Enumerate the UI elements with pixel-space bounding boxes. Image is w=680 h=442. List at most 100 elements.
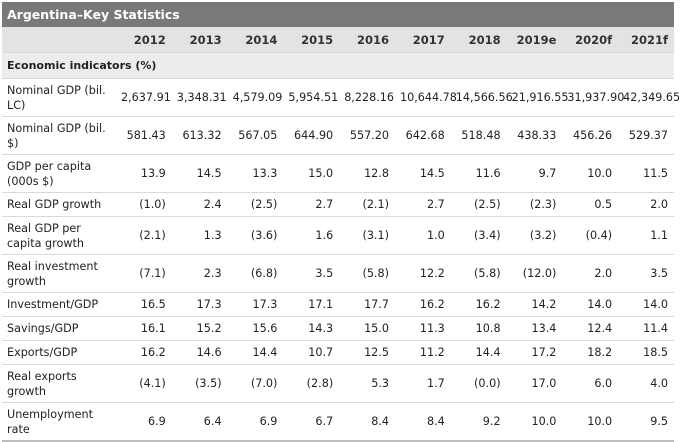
table-cell: 613.32 [171, 116, 228, 155]
table-cell: 16.2 [116, 340, 172, 365]
table-cell: 11.5 [618, 154, 674, 193]
table-cell: 3.5 [283, 254, 340, 293]
year-header-2014: 2014 [227, 27, 284, 53]
table-cell: 2.0 [618, 192, 674, 217]
table-cell: (2.5) [227, 192, 284, 217]
table-cell: (3.4) [450, 216, 507, 255]
table-cell: 42,349.65 [618, 78, 680, 117]
table-cell: 642.68 [394, 116, 451, 155]
row-label: Savings/GDP [2, 316, 116, 341]
table-cell: 11.6 [450, 154, 507, 193]
table-cell: 581.43 [116, 116, 172, 155]
table-cell: 567.05 [227, 116, 284, 155]
table-cell: 15.6 [227, 316, 284, 341]
table-cell: 6.9 [227, 402, 284, 442]
table-cell: 0.5 [562, 192, 619, 217]
year-header-2021f: 2021f [618, 27, 674, 53]
table-cell: 2.3 [171, 254, 228, 293]
table-cell: 10.8 [450, 316, 507, 341]
row-label: GDP per capita (000s $) [2, 154, 116, 193]
row-label: Real exports growth [2, 364, 116, 403]
table-cell: 8,228.16 [339, 78, 395, 117]
table-cell: 4,579.09 [227, 78, 284, 117]
table-cell: 1.7 [394, 364, 451, 403]
table-cell: 1.6 [283, 216, 340, 255]
table-cell: 14.3 [283, 316, 340, 341]
table-cell: (7.1) [116, 254, 172, 293]
table-cell: 16.2 [394, 292, 451, 317]
table-row: Savings/GDP 16.1 15.2 15.6 14.3 15.0 11.3 10.8 1… [2, 316, 674, 341]
table-cell: 6.0 [562, 364, 619, 403]
table-cell: (3.6) [227, 216, 284, 255]
year-header-2016: 2016 [339, 27, 395, 53]
table-cell: 12.5 [339, 340, 395, 365]
table-cell: 16.1 [116, 316, 172, 341]
table-cell: 2.7 [394, 192, 451, 217]
year-header-2013: 2013 [171, 27, 228, 53]
year-header-2019e: 2019e [506, 27, 563, 53]
table-cell: (6.8) [227, 254, 284, 293]
table-cell: (1.0) [116, 192, 172, 217]
table-cell: 2.0 [562, 254, 619, 293]
table-row: Real GDP per capita growth (2.1) 1.3 (3.6) 1… [2, 216, 674, 255]
table-cell: 10.0 [506, 402, 563, 442]
table-cell: 15.0 [339, 316, 395, 341]
table-cell: (3.5) [171, 364, 228, 403]
year-header-2012: 2012 [116, 27, 172, 53]
table-cell: 6.7 [283, 402, 340, 442]
table-cell: (2.3) [506, 192, 563, 217]
table-cell: 11.2 [394, 340, 451, 365]
table-cell: 31,937.90 [562, 78, 624, 117]
table-cell: 14.5 [394, 154, 451, 193]
row-label: Real GDP growth [2, 192, 116, 217]
table-cell: 3.5 [618, 254, 674, 293]
table-cell: 14.5 [171, 154, 228, 193]
table-cell: 1.0 [394, 216, 451, 255]
table-cell: 529.37 [618, 116, 674, 155]
table-row: Exports/GDP 16.2 14.6 14.4 10.7 12.5 11.2 14.4 1… [2, 340, 674, 365]
table-cell: 438.33 [506, 116, 563, 155]
table-row: Unemployment rate 6.9 6.4 6.9 6.7 8.4 8.4 9.2 10… [2, 402, 674, 442]
row-label: Nominal GDP (bil. $) [2, 116, 116, 155]
table-cell: 10.0 [562, 402, 619, 442]
year-header-2020f: 2020f [562, 27, 619, 53]
table-cell: 5,954.51 [283, 78, 340, 117]
row-label: Investment/GDP [2, 292, 116, 317]
table-cell: 10.7 [283, 340, 340, 365]
section-row: Economic indicators (%) [2, 52, 674, 79]
table-cell: 16.2 [450, 292, 507, 317]
table-cell: 14.6 [171, 340, 228, 365]
table-cell: 557.20 [339, 116, 395, 155]
table-cell: 456.26 [562, 116, 619, 155]
year-header-2017: 2017 [394, 27, 451, 53]
table-cell: (2.1) [116, 216, 172, 255]
table-row: Nominal GDP (bil. LC) 2,637.91 3,348.31 4,5… [2, 78, 680, 117]
table-cell: 14.4 [450, 340, 507, 365]
table-cell: (2.1) [339, 192, 395, 217]
row-label: Nominal GDP (bil. LC) [2, 78, 116, 117]
header-blank [2, 27, 116, 53]
year-header-2018: 2018 [450, 27, 507, 53]
table-cell: 13.3 [227, 154, 284, 193]
table-row: Nominal GDP (bil. $) 581.43 613.32 567.05 64… [2, 116, 674, 155]
table-cell: 13.9 [116, 154, 172, 193]
table-cell: 1.3 [171, 216, 228, 255]
table-cell: 10,644.78 [394, 78, 457, 117]
table-cell: 9.2 [450, 402, 507, 442]
row-label: Real GDP per capita growth [2, 216, 116, 255]
table-cell: 14.2 [506, 292, 563, 317]
table-cell: 17.3 [171, 292, 228, 317]
table-cell: 6.9 [116, 402, 172, 442]
table-row: Real exports growth (4.1) (3.5) (7.0) (2.8) 5… [2, 364, 674, 403]
table-cell: 11.3 [394, 316, 451, 341]
table-cell: 2.4 [171, 192, 228, 217]
table-cell: (12.0) [506, 254, 563, 293]
table-cell: (5.8) [450, 254, 507, 293]
row-label: Real investment growth [2, 254, 116, 293]
table-cell: 12.8 [339, 154, 395, 193]
table-cell: 21,916.55 [506, 78, 569, 117]
table-cell: 518.48 [450, 116, 507, 155]
table-cell: 15.2 [171, 316, 228, 341]
table-cell: 6.4 [171, 402, 228, 442]
table-cell: 14.0 [562, 292, 619, 317]
